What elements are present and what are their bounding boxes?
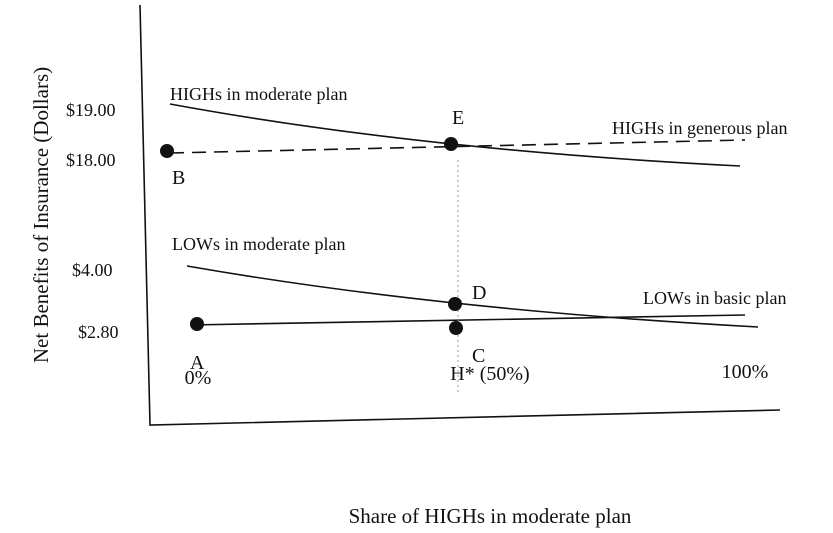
y-tick-label: $18.00 — [66, 150, 116, 170]
curve-label: LOWs in basic plan — [643, 288, 786, 308]
y-tick-label: $19.00 — [66, 100, 116, 120]
highs-moderate-curve — [169, 103, 741, 167]
y-tick-label: $4.00 — [72, 260, 113, 280]
y-tick-label: $2.80 — [78, 322, 119, 342]
curve-label: HIGHs in generous plan — [612, 118, 787, 138]
point-dot — [449, 321, 463, 335]
point-label: C — [472, 345, 485, 367]
point-label: D — [472, 282, 486, 304]
point-label: E — [452, 107, 464, 129]
point-dot — [160, 144, 174, 158]
point-dot — [444, 137, 458, 151]
point-label: A — [190, 352, 205, 374]
x-tick-label: H* (50%) — [450, 363, 529, 385]
x-tick-label: 100% — [722, 361, 769, 383]
x-tick-label: 0% — [185, 367, 212, 389]
x-axis-label: Share of HIGHs in moderate plan — [349, 504, 632, 528]
curve-label: HIGHs in moderate plan — [170, 84, 347, 104]
axes — [139, 4, 781, 426]
y-axis-label: Net Benefits of Insurance (Dollars) — [29, 67, 53, 363]
curve-label: LOWs in moderate plan — [172, 234, 345, 254]
point-dot — [448, 297, 462, 311]
lows-basic-line — [189, 314, 746, 326]
point-label: B — [172, 167, 185, 189]
point-dot — [190, 317, 204, 331]
